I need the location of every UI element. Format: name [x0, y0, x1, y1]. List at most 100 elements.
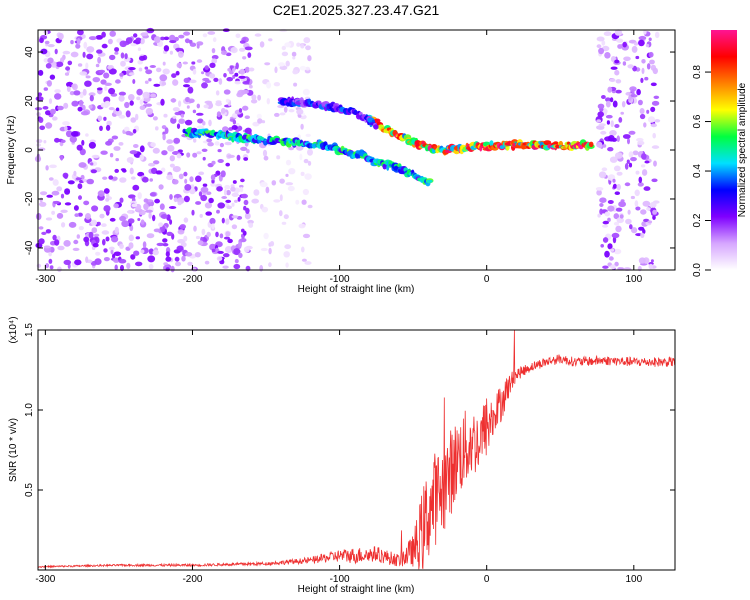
- noise-blob: [81, 139, 85, 146]
- noise-blob: [115, 79, 121, 84]
- noise-blob: [634, 189, 640, 197]
- noise-blob: [118, 95, 125, 102]
- noise-blob: [100, 150, 108, 155]
- noise-blob: [118, 142, 124, 146]
- noise-blob: [206, 138, 213, 143]
- noise-blob: [604, 52, 611, 59]
- noise-blob: [167, 145, 175, 152]
- noise-blob: [92, 243, 99, 248]
- noise-blob: [281, 45, 286, 51]
- noise-blob: [118, 114, 126, 119]
- noise-blob: [88, 231, 94, 239]
- noise-blob: [105, 198, 110, 202]
- noise-blob: [240, 178, 245, 183]
- noise-blob: [197, 118, 204, 124]
- noise-blob: [632, 150, 639, 156]
- noise-blob: [137, 192, 142, 200]
- noise-blob: [301, 258, 307, 262]
- snr-frame: [37, 329, 676, 571]
- noise-blob: [271, 180, 277, 186]
- noise-blob: [183, 171, 188, 177]
- noise-blob: [165, 267, 170, 272]
- noise-blob: [618, 201, 626, 208]
- noise-blob: [630, 157, 637, 162]
- noise-blob: [152, 147, 160, 154]
- y-tick-label: 40: [24, 46, 35, 58]
- noise-blob: [84, 80, 92, 87]
- noise-blob: [237, 197, 241, 202]
- noise-blob: [627, 137, 630, 145]
- noise-blob: [135, 236, 140, 240]
- noise-blob: [601, 167, 608, 172]
- noise-blob: [114, 226, 120, 234]
- noise-blob: [169, 194, 173, 200]
- noise-blob: [208, 119, 212, 127]
- noise-blob: [205, 80, 212, 83]
- noise-blob: [598, 171, 607, 179]
- noise-blob: [62, 121, 70, 126]
- noise-blob: [610, 264, 616, 270]
- noise-blob: [266, 98, 270, 105]
- noise-blob: [72, 247, 80, 251]
- noise-blob: [103, 188, 110, 194]
- noise-blob: [43, 140, 47, 144]
- noise-blob: [48, 258, 53, 264]
- noise-blob: [45, 165, 49, 171]
- noise-blob: [163, 45, 170, 52]
- noise-blob: [303, 158, 309, 164]
- noise-blob: [210, 182, 216, 187]
- noise-blob: [302, 233, 311, 239]
- noise-blob: [276, 155, 281, 160]
- noise-blob: [64, 202, 72, 206]
- y-tick-label: -40: [24, 240, 35, 255]
- noise-blob: [302, 188, 309, 196]
- noise-blob: [197, 125, 204, 129]
- noise-blob: [126, 262, 131, 270]
- noise-blob: [253, 189, 260, 196]
- noise-blob: [233, 248, 241, 256]
- noise-blob: [108, 107, 115, 111]
- noise-blob: [609, 97, 614, 103]
- noise-blob: [610, 66, 618, 70]
- noise-blob: [69, 135, 78, 143]
- noise-blob: [226, 77, 233, 82]
- noise-blob: [153, 160, 160, 165]
- noise-blob: [242, 105, 249, 111]
- signal-blob: [382, 163, 387, 170]
- noise-blob: [616, 171, 623, 176]
- noise-blob: [163, 36, 170, 41]
- noise-blob: [156, 67, 162, 73]
- noise-blob: [102, 176, 108, 180]
- noise-blob: [279, 112, 286, 116]
- noise-blob: [599, 203, 604, 207]
- noise-blob: [602, 237, 609, 243]
- noise-blob: [57, 266, 62, 273]
- noise-blob: [203, 104, 209, 109]
- noise-blob: [172, 166, 181, 173]
- noise-blob: [186, 152, 191, 158]
- noise-blob: [148, 162, 156, 167]
- noise-blob: [221, 50, 228, 56]
- noise-blob: [143, 198, 149, 203]
- noise-blob: [227, 238, 233, 244]
- noise-blob: [176, 245, 184, 252]
- noise-blob: [178, 100, 182, 107]
- noise-blob: [162, 243, 169, 247]
- noise-blob: [98, 69, 106, 74]
- noise-blob: [638, 36, 647, 40]
- noise-blob: [86, 178, 94, 185]
- noise-blob: [35, 96, 44, 102]
- noise-blob: [307, 55, 312, 62]
- noise-blob: [636, 88, 641, 96]
- noise-blob: [145, 103, 153, 107]
- noise-blob: [211, 179, 215, 184]
- noise-blob: [183, 31, 191, 36]
- snr-scale-label: (x10⁴): [8, 316, 19, 343]
- noise-blob: [129, 150, 138, 155]
- noise-blob: [232, 180, 237, 184]
- noise-blob: [183, 195, 190, 203]
- noise-blob: [127, 209, 133, 214]
- noise-blob: [54, 89, 61, 94]
- noise-blob: [176, 153, 182, 159]
- noise-blob: [206, 231, 211, 238]
